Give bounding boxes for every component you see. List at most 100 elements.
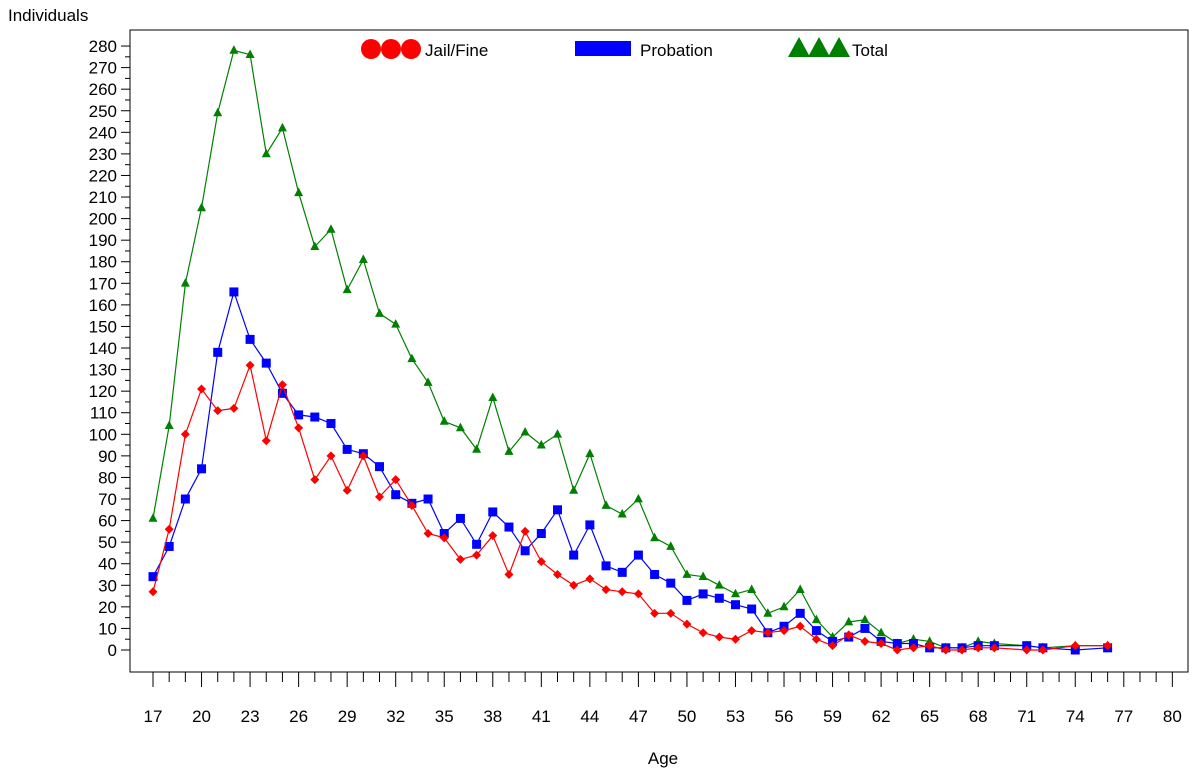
data-point-jail-fine xyxy=(213,406,223,416)
data-point-probation xyxy=(504,522,514,532)
data-point-probation xyxy=(294,410,304,420)
data-point-jail-fine xyxy=(650,608,660,618)
legend-swatch xyxy=(381,39,401,59)
data-point-total xyxy=(876,627,886,637)
data-point-total xyxy=(504,446,514,455)
x-tick-label: 29 xyxy=(338,707,357,726)
data-point-jail-fine xyxy=(892,645,902,655)
data-point-total xyxy=(472,444,482,453)
series-probation xyxy=(148,287,1113,655)
data-point-jail-fine xyxy=(828,641,838,651)
x-tick-label: 23 xyxy=(241,707,260,726)
x-tick-label: 20 xyxy=(192,707,211,726)
data-point-jail-fine xyxy=(180,429,190,439)
data-point-total xyxy=(617,508,627,518)
y-tick-label: 40 xyxy=(98,555,117,574)
y-tick-label: 10 xyxy=(98,619,117,638)
data-point-jail-fine xyxy=(730,634,740,644)
data-point-probation xyxy=(342,444,352,454)
data-point-total xyxy=(844,616,854,626)
x-tick-label: 80 xyxy=(1163,707,1182,726)
data-point-jail-fine xyxy=(391,475,401,485)
data-point-jail-fine xyxy=(973,643,983,653)
data-point-total xyxy=(277,122,287,132)
data-point-probation xyxy=(811,626,821,636)
data-point-jail-fine xyxy=(488,531,498,541)
x-tick-label: 41 xyxy=(532,707,551,726)
data-point-jail-fine xyxy=(520,526,530,536)
data-point-total xyxy=(180,278,190,287)
data-point-probation xyxy=(310,412,320,422)
data-point-total xyxy=(633,493,643,503)
data-point-jail-fine xyxy=(342,485,352,495)
data-point-jail-fine xyxy=(197,384,207,394)
y-axis: 0 10 20 30 40 50 60 70 80 90 100 110 120 130 140 150 160… xyxy=(89,37,130,660)
y-tick-label: 170 xyxy=(89,274,117,293)
data-point-jail-fine xyxy=(908,643,918,653)
y-tick-label: 180 xyxy=(89,253,117,272)
data-point-probation xyxy=(650,570,660,580)
data-point-probation xyxy=(520,546,530,556)
data-point-probation xyxy=(601,561,611,571)
data-point-jail-fine xyxy=(747,626,757,636)
y-tick-label: 270 xyxy=(89,59,117,78)
data-point-probation xyxy=(197,464,207,474)
data-point-jail-fine xyxy=(666,608,676,618)
data-point-probation xyxy=(180,494,190,504)
data-point-total xyxy=(261,148,271,158)
y-tick-label: 0 xyxy=(108,641,117,660)
data-point-jail-fine xyxy=(294,423,304,433)
data-point-total xyxy=(553,429,562,438)
data-point-total xyxy=(763,608,773,617)
data-point-probation xyxy=(391,490,401,500)
data-point-total xyxy=(601,500,611,509)
data-point-probation xyxy=(553,505,562,515)
data-point-jail-fine xyxy=(989,643,999,653)
data-point-jail-fine xyxy=(245,360,255,370)
legend-swatch xyxy=(401,39,421,59)
y-tick-label: 260 xyxy=(89,80,117,99)
y-tick-label: 140 xyxy=(89,339,117,358)
data-point-total xyxy=(148,513,158,522)
data-point-total xyxy=(488,392,498,402)
data-point-total xyxy=(294,187,304,197)
data-point-probation xyxy=(892,639,902,649)
series-jail-fine xyxy=(148,360,1113,655)
data-point-probation xyxy=(714,593,724,603)
data-point-jail-fine xyxy=(310,475,320,485)
x-tick-label: 71 xyxy=(1017,707,1036,726)
data-point-jail-fine xyxy=(617,587,627,597)
data-point-total xyxy=(650,532,660,542)
data-point-probation xyxy=(860,623,870,633)
x-tick-label: 47 xyxy=(629,707,648,726)
x-tick-label: 50 xyxy=(677,707,696,726)
legend-swatch xyxy=(788,37,810,57)
data-point-probation xyxy=(633,550,643,560)
data-point-jail-fine xyxy=(811,634,821,644)
legend-swatch xyxy=(361,39,381,59)
y-tick-label: 80 xyxy=(98,468,117,487)
legend-item-total: Total xyxy=(788,37,888,60)
data-point-probation xyxy=(164,541,174,551)
data-point-jail-fine xyxy=(148,587,158,597)
data-point-total xyxy=(520,426,530,436)
data-point-total xyxy=(310,241,320,251)
data-point-jail-fine xyxy=(439,533,449,543)
data-point-total xyxy=(585,448,595,458)
y-tick-label: 280 xyxy=(89,37,117,56)
data-point-probation xyxy=(375,462,385,472)
data-point-total xyxy=(860,614,870,624)
x-tick-label: 68 xyxy=(969,707,988,726)
data-point-total xyxy=(747,584,757,593)
x-tick-label: 26 xyxy=(289,707,308,726)
data-point-jail-fine xyxy=(326,451,336,461)
legend-marker-total xyxy=(788,37,850,57)
data-point-total xyxy=(925,636,935,645)
data-point-probation xyxy=(213,347,223,357)
data-point-probation xyxy=(472,539,482,549)
y-tick-label: 70 xyxy=(98,490,117,509)
data-point-jail-fine xyxy=(844,630,854,640)
x-tick-label: 56 xyxy=(775,707,794,726)
legend-item-probation: Probation xyxy=(575,41,713,60)
x-tick-label: 77 xyxy=(1114,707,1133,726)
